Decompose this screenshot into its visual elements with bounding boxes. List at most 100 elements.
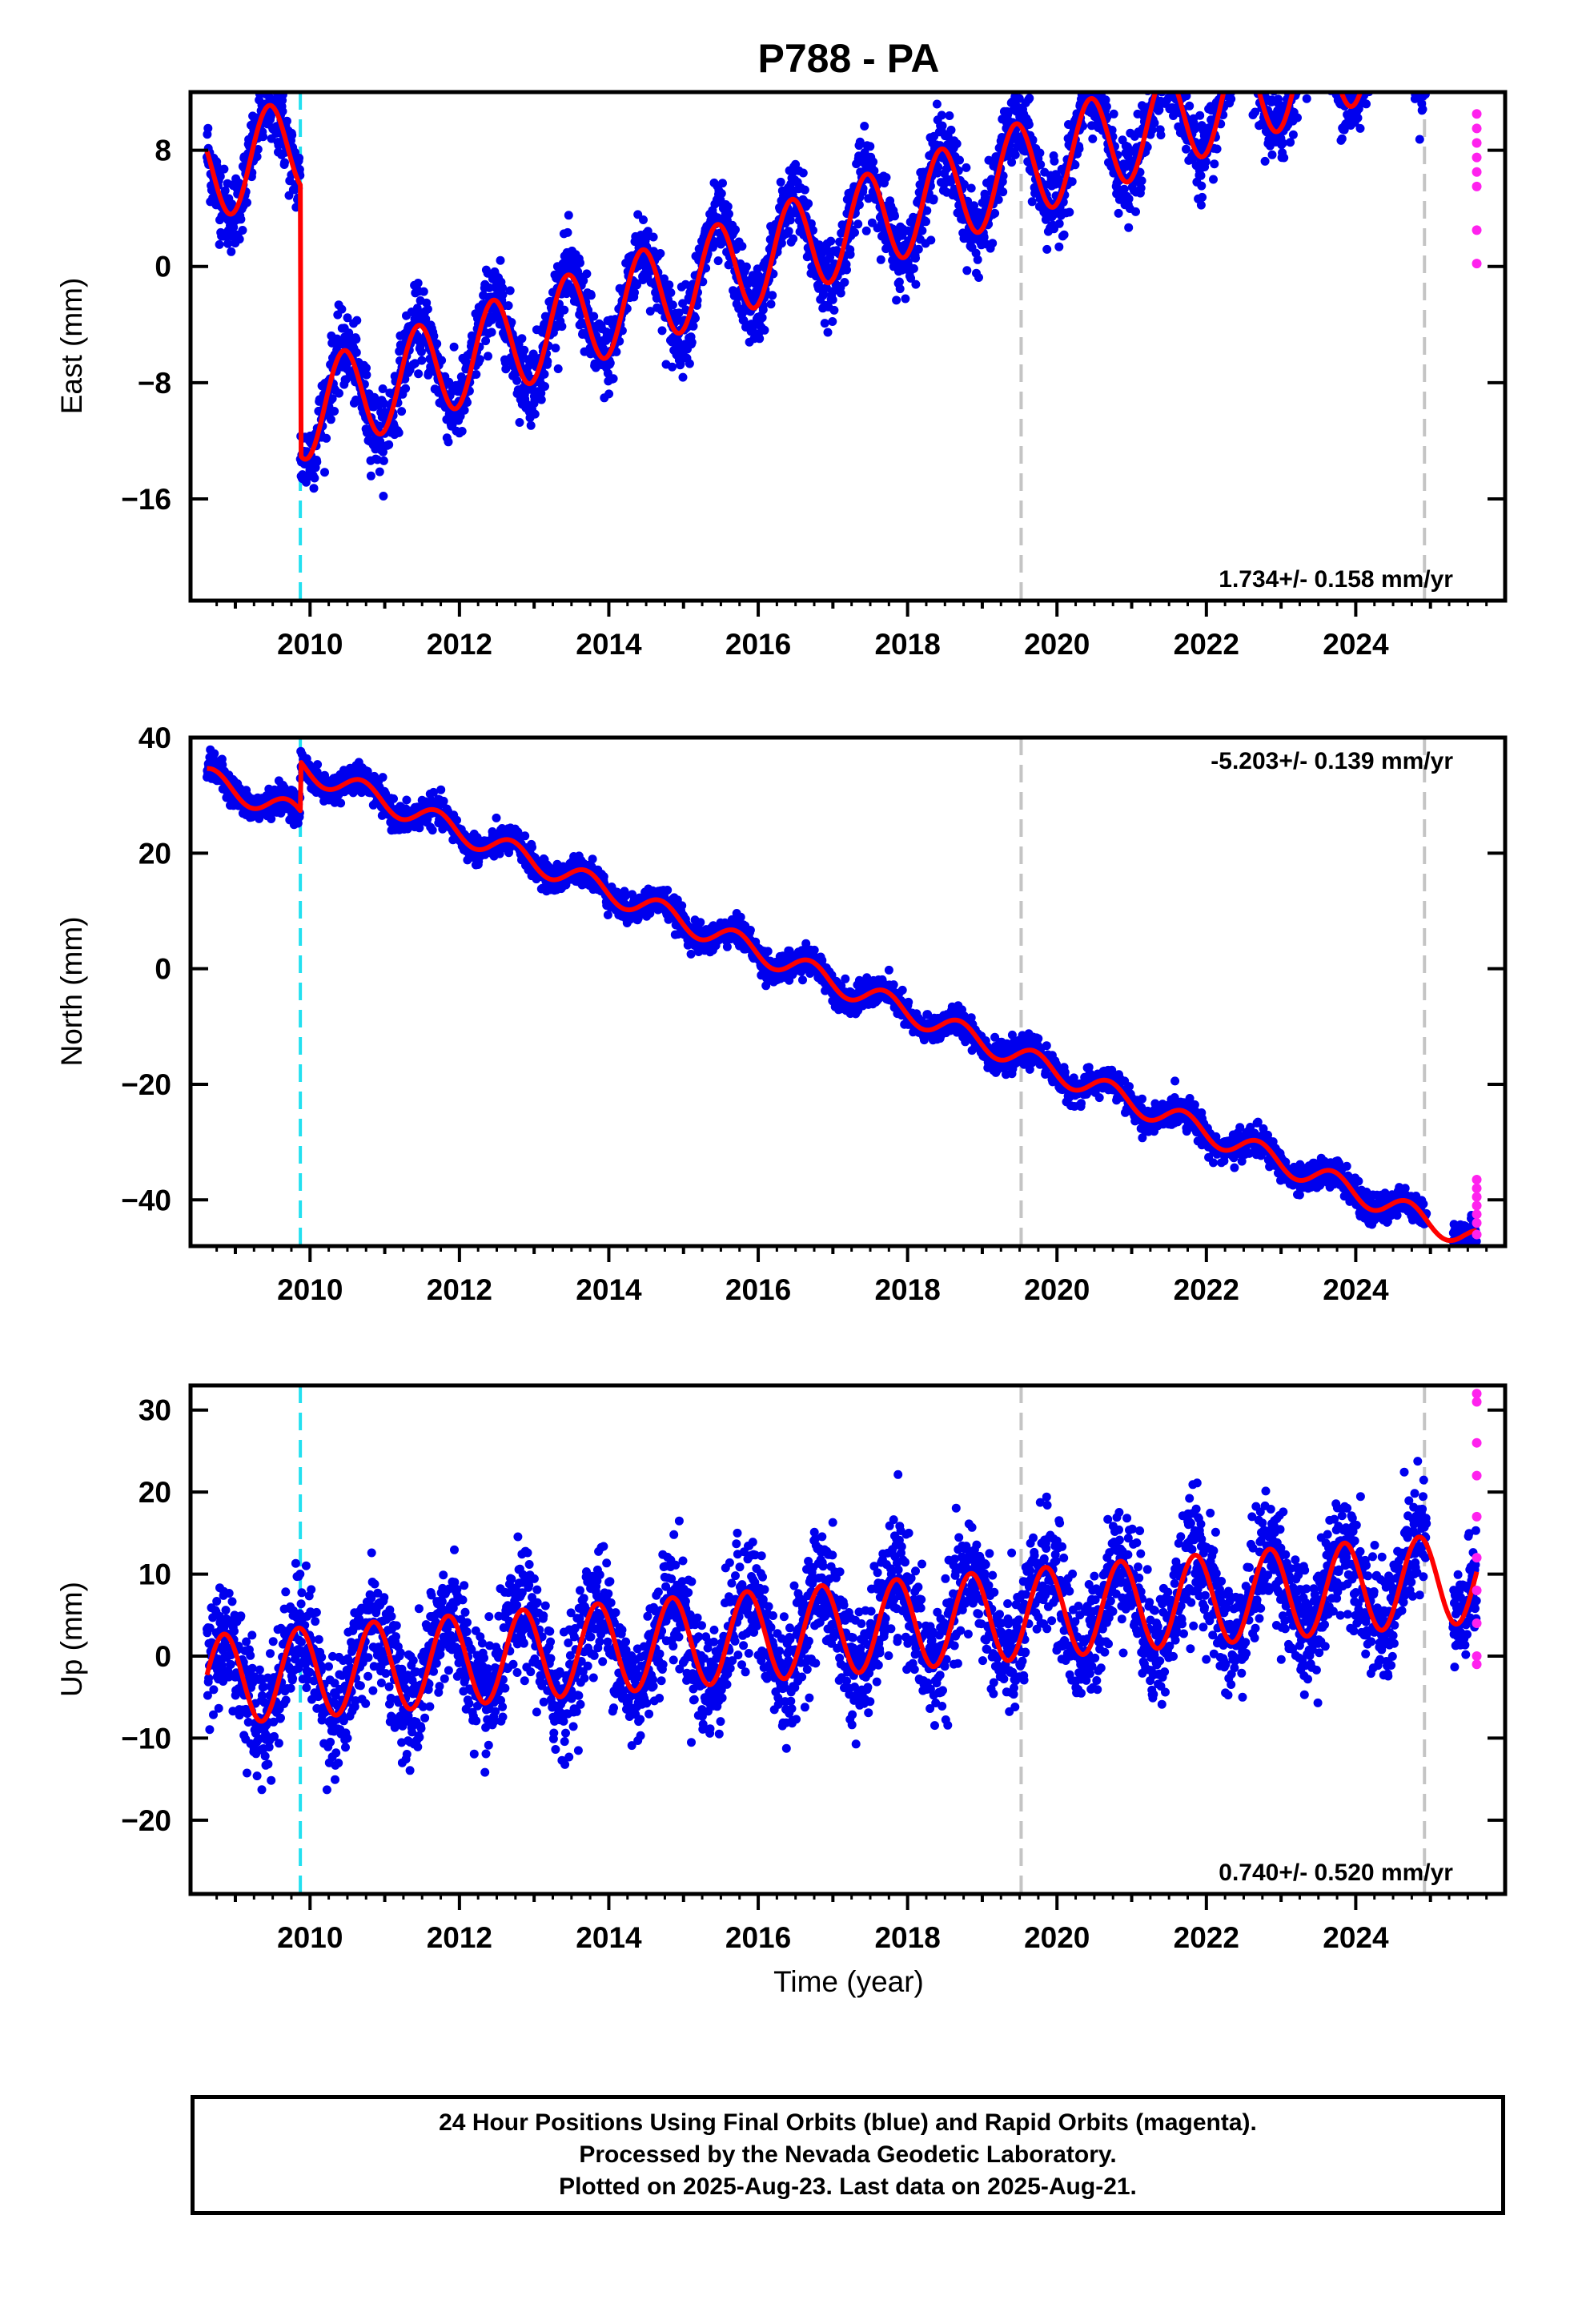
x-tick-label: 2020: [1024, 1921, 1090, 1954]
x-tick-label: 2016: [725, 1921, 791, 1954]
y-tick-label: 0: [155, 251, 171, 283]
x-tick-label: 2012: [427, 628, 492, 661]
rapid-orbit-points: [1472, 109, 1482, 269]
model-fit-line: [204, 1534, 1480, 1724]
rapid-orbit-point: [1472, 1229, 1482, 1240]
x-axis: 2010 2012 2014 2016 2018 2020 2022 2024: [215, 601, 1488, 661]
rapid-orbit-points: [1472, 1389, 1482, 1670]
model-fit-line: [205, 760, 1479, 1244]
x-axis-title: Time (year): [773, 1965, 924, 1998]
y-tick-label: 10: [139, 1558, 171, 1591]
rapid-orbit-point: [1472, 1192, 1482, 1202]
x-tick-label: 2012: [427, 1921, 492, 1954]
x-axis: 2010 2012 2014 2016 2018 2020 2022 2024: [215, 1246, 1488, 1306]
model-curve: [204, 92, 1363, 462]
velocity-label: 1.734+/- 0.158 mm/yr: [1219, 566, 1453, 593]
rapid-orbit-point: [1472, 1389, 1482, 1399]
x-tick-label: 2018: [874, 1273, 940, 1306]
x-tick-label: 2022: [1174, 628, 1239, 661]
model-curve: [204, 1534, 1480, 1724]
y-axis-label: North (mm): [55, 916, 88, 1066]
east-panel: 8 0 −8 −16 2010 2012 2014 2016 2018 2020 2022 2024…: [55, 90, 1508, 661]
plot-frame: [188, 1383, 1508, 1896]
y-tick-label: 20: [139, 1476, 171, 1509]
final-orbit-cloud: [203, 745, 1481, 1246]
y-axis: 40 20 0 −20 −40: [121, 722, 1505, 1216]
x-tick-label: 2018: [874, 628, 940, 661]
x-tick-label: 2022: [1174, 1273, 1239, 1306]
x-tick-label: 2016: [725, 1273, 791, 1306]
model-curve: [205, 760, 1479, 1244]
x-tick-label: 2014: [576, 628, 642, 661]
y-tick-label: −8: [138, 367, 171, 400]
y-tick-label: 0: [155, 1640, 171, 1673]
y-tick-label: 8: [155, 135, 171, 167]
north-panel: 40 20 0 −20 −40 2010 2012 2014 2016 2018 2020 2022…: [55, 722, 1508, 1306]
chart-title: P788 - PA: [758, 36, 940, 81]
x-tick-label: 2022: [1174, 1921, 1239, 1954]
rapid-orbit-point: [1472, 1511, 1482, 1522]
y-tick-label: −16: [121, 483, 171, 516]
rapid-orbit-point: [1472, 1437, 1482, 1448]
x-tick-label: 2024: [1323, 628, 1389, 661]
final-orbit-points: [203, 745, 1481, 1246]
y-tick-label: 40: [139, 722, 171, 754]
x-tick-label: 2018: [874, 1921, 940, 1954]
rapid-orbit-point: [1472, 109, 1482, 119]
rapid-orbit-point: [1472, 1209, 1482, 1220]
rapid-orbit-point: [1472, 259, 1482, 269]
x-tick-label: 2010: [277, 628, 343, 661]
y-axis: 8 0 −8 −16: [121, 135, 1505, 516]
velocity-label: -5.203+/- 0.139 mm/yr: [1211, 748, 1453, 774]
rapid-orbit-points: [1472, 1175, 1482, 1240]
y-axis: 30 20 10 0 −10 −20: [121, 1394, 1505, 1837]
x-axis: 2010 2012 2014 2016 2018 2020 2022 2024: [215, 1894, 1488, 1954]
footer-line: 24 Hour Positions Using Final Orbits (bl…: [439, 2109, 1257, 2136]
y-tick-label: 0: [155, 953, 171, 986]
x-tick-label: 2016: [725, 628, 791, 661]
rapid-orbit-point: [1472, 1200, 1482, 1211]
rapid-orbit-point: [1472, 1659, 1482, 1670]
x-tick-label: 2024: [1323, 1921, 1389, 1954]
rapid-orbit-point: [1472, 138, 1482, 148]
y-axis-label: Up (mm): [55, 1582, 88, 1697]
rapid-orbit-point: [1472, 167, 1482, 177]
rapid-orbit-point: [1472, 1586, 1482, 1596]
rapid-orbit-point: [1472, 1618, 1482, 1629]
rapid-orbit-point: [1472, 1397, 1482, 1407]
x-tick-label: 2014: [576, 1273, 642, 1306]
y-tick-label: −20: [121, 1804, 171, 1837]
model-fit-line: [204, 92, 1363, 462]
y-tick-label: −40: [121, 1184, 171, 1216]
x-tick-label: 2024: [1323, 1273, 1389, 1306]
plot-frame: [188, 735, 1508, 1248]
x-tick-label: 2020: [1024, 1273, 1090, 1306]
velocity-label: 0.740+/- 0.520 mm/yr: [1219, 1860, 1453, 1886]
x-tick-label: 2010: [277, 1921, 343, 1954]
rapid-orbit-point: [1472, 1218, 1482, 1228]
y-tick-label: −10: [121, 1722, 171, 1755]
rapid-orbit-point: [1472, 1183, 1482, 1193]
x-tick-label: 2010: [277, 1273, 343, 1306]
y-axis-label: East (mm): [55, 278, 88, 415]
footer-line: Plotted on 2025-Aug-23. Last data on 202…: [559, 2173, 1137, 2200]
x-tick-label: 2020: [1024, 628, 1090, 661]
rapid-orbit-point: [1472, 181, 1482, 191]
rapid-orbit-point: [1472, 1651, 1482, 1661]
rapid-orbit-point: [1472, 225, 1482, 235]
y-tick-label: −20: [121, 1068, 171, 1101]
y-tick-label: 20: [139, 837, 171, 870]
rapid-orbit-point: [1472, 123, 1482, 134]
plot-frame: [188, 90, 1508, 603]
footer-caption-box: 24 Hour Positions Using Final Orbits (bl…: [191, 2095, 1505, 2215]
footer-line: Processed by the Nevada Geodetic Laborat…: [579, 2141, 1117, 2168]
rapid-orbit-point: [1472, 1175, 1482, 1185]
y-tick-label: 30: [139, 1394, 171, 1427]
rapid-orbit-point: [1472, 152, 1482, 163]
x-tick-label: 2014: [576, 1921, 642, 1954]
x-tick-label: 2012: [427, 1273, 492, 1306]
rapid-orbit-point: [1472, 1553, 1482, 1563]
rapid-orbit-point: [1472, 1470, 1482, 1481]
